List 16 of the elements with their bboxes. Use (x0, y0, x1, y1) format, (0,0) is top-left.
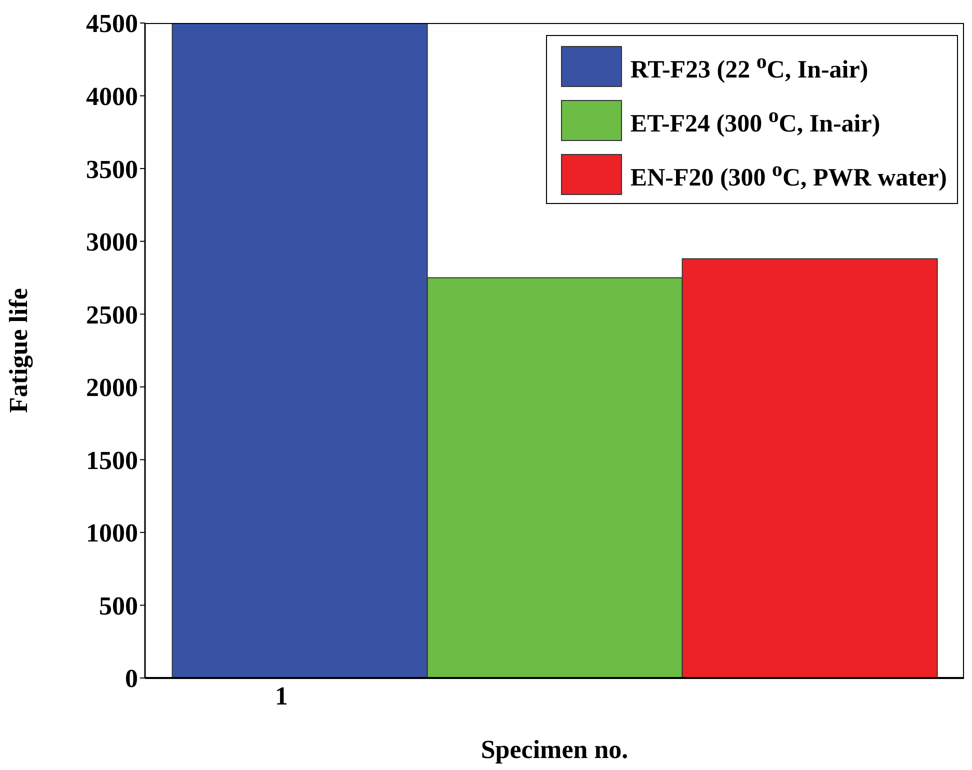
y-tick-label: 500 (99, 591, 138, 620)
y-tick-label: 2500 (86, 300, 138, 330)
legend-label: EN-F20 (300 $^{o}$C, PWR water) (630, 156, 947, 192)
y-tick-label: 4000 (86, 82, 138, 112)
y-tick-label: 3500 (86, 154, 138, 184)
x-axis-title: Specimen no. (480, 735, 628, 764)
legend-label: RT-F23 (22 $^{o}$C, In-air) (630, 48, 868, 84)
y-axis-title: Fatigue life (4, 288, 34, 413)
x-tick-label: 1 (275, 681, 288, 710)
y-tick-label: 1000 (86, 518, 138, 548)
y-tick-label: 3000 (86, 228, 138, 257)
legend-label: ET-F24 (300 $^{o}$C, In-air) (630, 102, 880, 138)
y-tick-label: 1500 (86, 446, 138, 475)
y-tick-label: 4500 (86, 9, 138, 38)
y-tick-label: 0 (125, 664, 138, 694)
y-tick-label: 2000 (86, 373, 138, 402)
